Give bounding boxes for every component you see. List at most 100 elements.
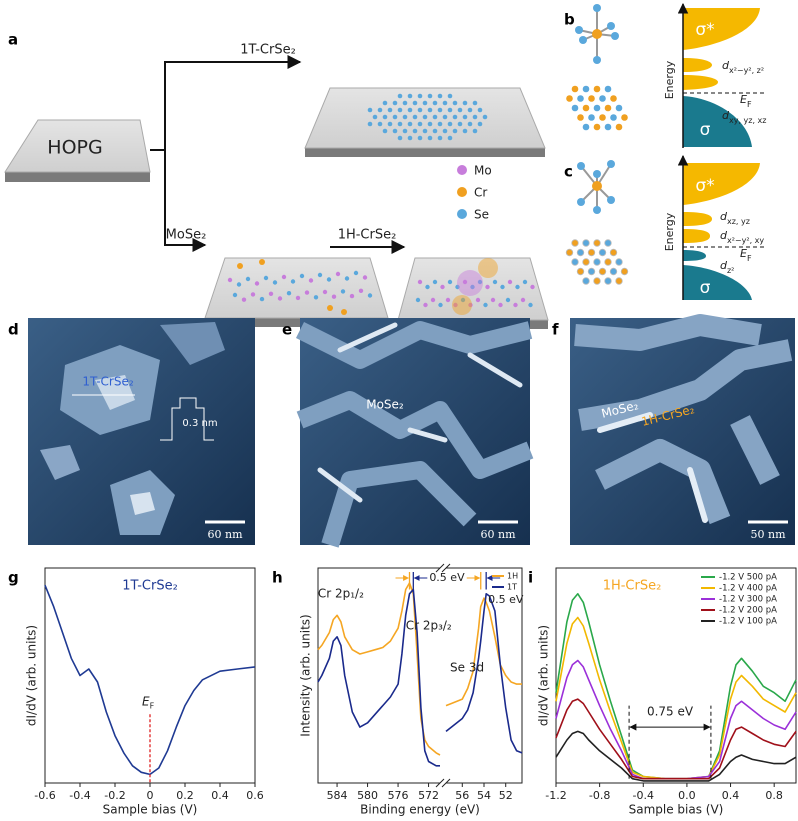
atom bbox=[575, 26, 583, 34]
atom bbox=[610, 114, 617, 121]
legend-label: Mo bbox=[474, 164, 492, 178]
fermi-label-sub: F bbox=[747, 254, 752, 263]
atom bbox=[604, 123, 612, 131]
atom-glow bbox=[457, 270, 483, 296]
atom bbox=[593, 258, 601, 266]
series-line bbox=[445, 593, 523, 754]
atom bbox=[609, 248, 618, 257]
atom bbox=[530, 284, 535, 290]
atom bbox=[438, 302, 443, 308]
atom bbox=[477, 279, 483, 285]
atom bbox=[341, 309, 347, 315]
atom bbox=[432, 100, 438, 106]
x-axis-label: Sample bias (V) bbox=[629, 803, 724, 817]
atom bbox=[593, 85, 601, 93]
atom bbox=[588, 114, 595, 121]
atom bbox=[331, 294, 337, 299]
atom bbox=[259, 296, 265, 302]
atom bbox=[402, 128, 408, 134]
peak-label: Se 3d bbox=[450, 661, 484, 675]
atom bbox=[620, 267, 629, 276]
crystal-icons bbox=[565, 160, 629, 285]
panel-letter: i bbox=[528, 569, 533, 587]
image-label: MoSe₂ bbox=[366, 398, 404, 412]
atom bbox=[467, 107, 473, 113]
atom bbox=[587, 267, 596, 276]
atom bbox=[427, 93, 433, 99]
atom-glow bbox=[452, 295, 472, 315]
atom bbox=[367, 293, 373, 298]
flake bbox=[597, 412, 708, 523]
atom bbox=[349, 293, 355, 299]
atom bbox=[425, 284, 430, 290]
atom bbox=[447, 93, 453, 99]
legend-swatch bbox=[457, 165, 467, 175]
island bbox=[160, 322, 225, 365]
atom bbox=[367, 121, 373, 127]
atom bbox=[382, 100, 388, 106]
atom bbox=[353, 270, 359, 276]
x-tick-label: -0.2 bbox=[104, 789, 125, 802]
fermi-label-main: E bbox=[740, 247, 747, 260]
atom bbox=[272, 280, 278, 285]
panel-letter: b bbox=[564, 11, 575, 29]
panel-letter: e bbox=[282, 321, 292, 339]
atom bbox=[442, 114, 448, 120]
atom bbox=[472, 100, 478, 106]
atom bbox=[460, 297, 466, 303]
atom bbox=[577, 162, 585, 170]
arrow bbox=[164, 150, 207, 252]
band-label: σ bbox=[700, 120, 711, 140]
atom bbox=[462, 114, 468, 120]
atom bbox=[232, 292, 238, 298]
atom bbox=[587, 248, 596, 257]
atom bbox=[430, 297, 436, 303]
atom bbox=[621, 114, 628, 121]
slab bbox=[4, 119, 151, 173]
atom bbox=[304, 290, 310, 295]
atom bbox=[412, 128, 418, 134]
atom bbox=[604, 85, 612, 93]
axis-break bbox=[435, 563, 451, 788]
panel-letter: g bbox=[8, 569, 19, 587]
panel-a: HOPG 1T-CrSe₂ MoSe₂ 1H-CrSe₂ bbox=[4, 43, 549, 329]
x-tick-label: 580 bbox=[357, 789, 378, 802]
atom bbox=[308, 278, 314, 283]
scale-label: 60 nm bbox=[207, 528, 243, 541]
axis-label: Energy bbox=[663, 212, 676, 251]
atom bbox=[442, 100, 448, 106]
flake bbox=[574, 314, 793, 525]
atom bbox=[520, 297, 526, 303]
legend-label: Se bbox=[474, 208, 489, 222]
x-tick-label: 0.4 bbox=[211, 789, 229, 802]
shift-label: 0.5 eV bbox=[488, 593, 524, 606]
orbital-label: dz² bbox=[720, 259, 734, 275]
atom bbox=[392, 128, 398, 134]
band-label: σ* bbox=[695, 20, 714, 40]
atom bbox=[482, 114, 488, 120]
atom bbox=[372, 114, 378, 120]
atom bbox=[358, 288, 364, 293]
atom bbox=[607, 160, 615, 168]
y-axis-label: dI/dV (arb. units) bbox=[25, 625, 39, 726]
atom bbox=[254, 281, 260, 286]
atom bbox=[599, 114, 606, 121]
atom bbox=[432, 128, 438, 134]
panel-b: Energy σ* σ bbox=[566, 2, 765, 148]
atom bbox=[259, 259, 265, 265]
atom bbox=[609, 267, 618, 276]
atom bbox=[415, 297, 421, 303]
atom bbox=[422, 128, 428, 134]
band bbox=[683, 96, 752, 147]
band bbox=[683, 212, 712, 226]
fermi-label-main: E bbox=[740, 93, 747, 106]
series-line bbox=[555, 616, 797, 780]
atom bbox=[615, 123, 623, 131]
atom bbox=[577, 198, 585, 206]
atom bbox=[427, 135, 433, 141]
chart-title: 1T-CrSe₂ bbox=[122, 579, 178, 594]
image-label: 1T-CrSe₂ bbox=[82, 375, 134, 389]
orbital-label: dxy, yz, xz bbox=[722, 109, 767, 125]
atom bbox=[582, 239, 590, 247]
arrow-label: 1H-CrSe₂ bbox=[338, 228, 397, 243]
